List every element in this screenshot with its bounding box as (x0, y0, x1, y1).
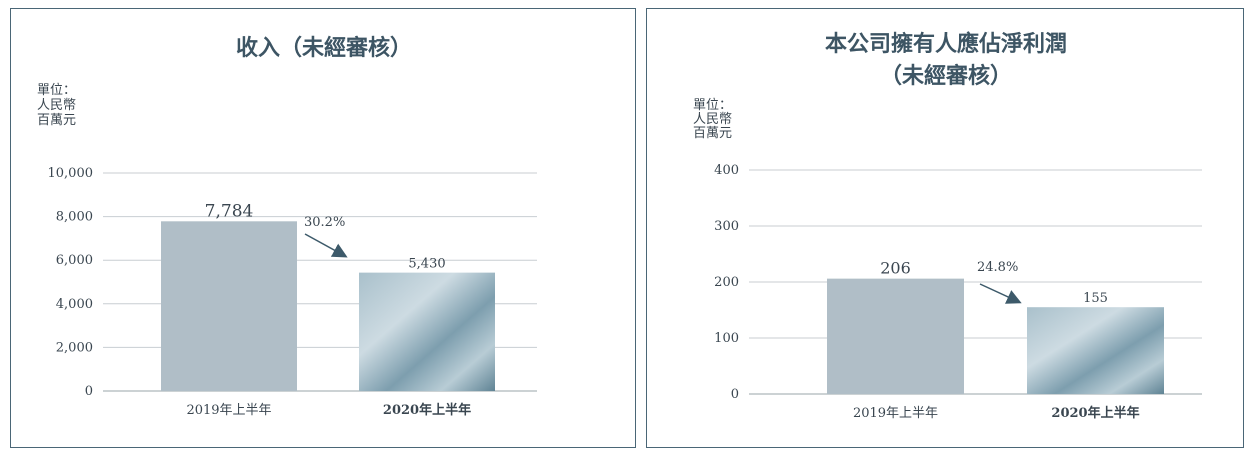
y-tick-label: 4,000 (56, 297, 93, 312)
chart-title: 收入（未經審核） (236, 35, 412, 61)
bar-2 (359, 272, 495, 391)
unit-label: 單位： (37, 83, 76, 98)
change-percent-label: 30.2% (304, 215, 345, 230)
category-label: 2019年上半年 (186, 403, 271, 418)
revenue-chart-panel: 收入（未經審核） 單位： 人民幣 百萬元 0 2,000 4,000 6,000 8,000 10… (10, 8, 636, 448)
unit-label: 百萬元 (693, 126, 732, 141)
decline-arrow-icon (304, 233, 348, 258)
chart-title: 本公司擁有人應佔淨利潤 (825, 31, 1067, 57)
y-tick-label: 200 (714, 275, 739, 290)
y-tick-label: 0 (731, 387, 739, 402)
data-label: 7,784 (205, 201, 254, 221)
data-label: 206 (880, 259, 911, 278)
chart-title: （未經審核） (880, 63, 1012, 89)
y-tick-label: 100 (714, 331, 739, 346)
category-label: 2020年上半年 (383, 402, 471, 418)
data-label: 5,430 (408, 257, 445, 272)
unit-label: 百萬元 (37, 113, 76, 128)
y-tick-label: 6,000 (56, 253, 93, 268)
bar-2 (1027, 307, 1164, 394)
y-tick-label: 2,000 (56, 340, 93, 355)
category-label: 2019年上半年 (853, 406, 938, 421)
y-tick-label: 300 (714, 219, 739, 234)
y-tick-label: 10,000 (48, 166, 94, 181)
change-percent-label: 24.8% (977, 260, 1018, 275)
y-tick-label: 0 (85, 384, 93, 399)
net-profit-chart-panel: 本公司擁有人應佔淨利潤 （未經審核） 單位： 人民幣 百萬元 0 100 200 300 400 2… (646, 8, 1244, 448)
decline-arrow-icon (979, 283, 1022, 304)
category-label: 2020年上半年 (1051, 405, 1139, 421)
unit-label: 人民幣 (693, 112, 732, 127)
unit-label: 單位： (693, 98, 732, 113)
unit-label: 人民幣 (37, 98, 76, 113)
y-tick-label: 400 (714, 163, 739, 178)
bar-1 (161, 221, 297, 391)
data-label: 155 (1083, 291, 1108, 306)
bar-1 (827, 278, 964, 394)
y-tick-label: 8,000 (56, 210, 93, 225)
